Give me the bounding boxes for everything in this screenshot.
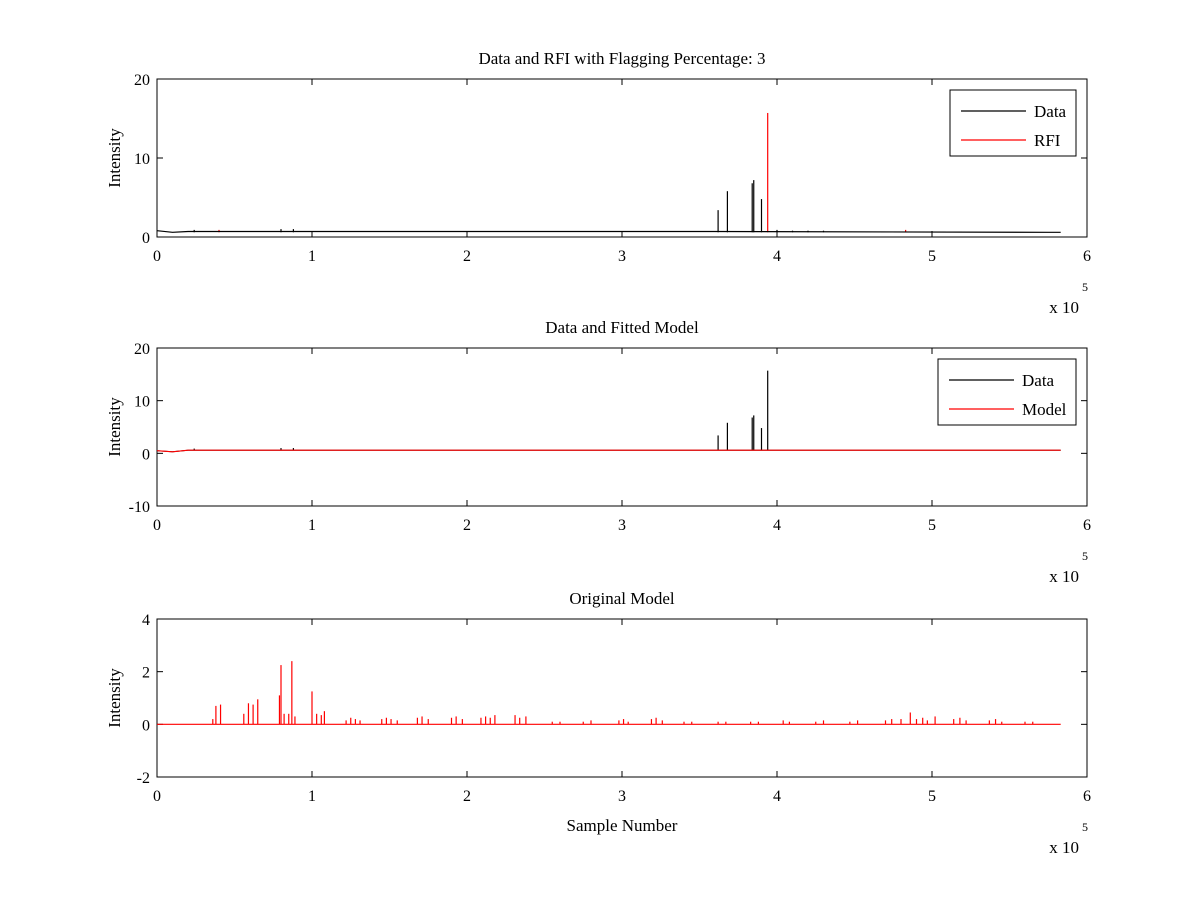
x-tick-label: 3	[618, 248, 626, 265]
axes-frame	[156, 347, 1088, 507]
y-tick-label: 10	[134, 151, 150, 168]
x-multiplier-base: x 10	[1049, 567, 1079, 586]
x-tick-label: 4	[773, 517, 781, 534]
legend-label: Model	[1022, 400, 1067, 419]
legend-box	[949, 89, 1077, 157]
legend-label: RFI	[1034, 131, 1061, 150]
x-tick-label: 6	[1083, 517, 1091, 534]
y-tick-label: 10	[134, 394, 150, 411]
x-tick-label: 5	[928, 248, 936, 265]
model-line	[157, 449, 1061, 453]
x-tick-label: 0	[153, 517, 161, 534]
x-tick-label: 2	[463, 248, 471, 265]
series-data	[193, 370, 769, 451]
x-tick-label: 2	[463, 788, 471, 805]
x-tick-label: 4	[773, 248, 781, 265]
axes-frame	[156, 78, 1088, 238]
x-tick-label: 1	[308, 248, 316, 265]
x-tick-label: 6	[1083, 248, 1091, 265]
x-tick-label: 5	[928, 788, 936, 805]
y-tick-label: 20	[134, 341, 150, 358]
x-tick-label: 2	[463, 517, 471, 534]
y-tick-label: 0	[142, 230, 150, 247]
x-tick-label: 3	[618, 788, 626, 805]
chart-title: Data and RFI with Flagging Percentage: 3	[478, 49, 765, 68]
y-tick-label: 0	[142, 446, 150, 463]
legend-box	[937, 358, 1077, 426]
y-axis-label: Intensity	[105, 397, 124, 457]
x-tick-label: 1	[308, 788, 316, 805]
x-tick-label: 6	[1083, 788, 1091, 805]
x-axis-label: Sample Number	[567, 816, 678, 835]
legend-label: Data	[1022, 371, 1055, 390]
subplot-1: 0 1 2 3 4 5 6 0 10 20 Data and RFI with Flagging P…	[105, 49, 1091, 317]
plot-area	[157, 661, 1061, 725]
x-tick-label: 1	[308, 517, 316, 534]
x-tick-label: 0	[153, 248, 161, 265]
y-tick-label: -2	[137, 770, 150, 787]
legend: Data Model	[937, 358, 1077, 426]
chart-title: Data and Fitted Model	[545, 318, 699, 337]
x-tick-label: 3	[618, 517, 626, 534]
y-axis-label: Intensity	[105, 668, 124, 728]
plot-area	[157, 112, 1061, 233]
legend: Data RFI	[949, 89, 1077, 157]
y-tick-label: 4	[142, 612, 150, 629]
y-tick-label: 2	[142, 665, 150, 682]
y-axis-label: Intensity	[105, 128, 124, 188]
plot-area	[157, 370, 1061, 453]
x-multiplier-exponent: 5	[1082, 820, 1088, 834]
x-tick-label: 0	[153, 788, 161, 805]
y-tick-label: 0	[142, 717, 150, 734]
series-data	[193, 180, 825, 233]
x-multiplier-base: x 10	[1049, 298, 1079, 317]
axes-frame	[156, 618, 1088, 778]
x-multiplier-base: x 10	[1049, 838, 1079, 857]
y-tick-label: 20	[134, 72, 150, 89]
x-tick-label: 5	[928, 517, 936, 534]
legend-label: Data	[1034, 102, 1067, 121]
chart-title: Original Model	[569, 589, 675, 608]
data-baseline	[157, 230, 1061, 233]
y-tick-label: -10	[129, 499, 150, 516]
x-tick-label: 4	[773, 788, 781, 805]
series-model	[212, 661, 1034, 725]
x-multiplier-exponent: 5	[1082, 280, 1088, 294]
x-multiplier-exponent: 5	[1082, 549, 1088, 563]
